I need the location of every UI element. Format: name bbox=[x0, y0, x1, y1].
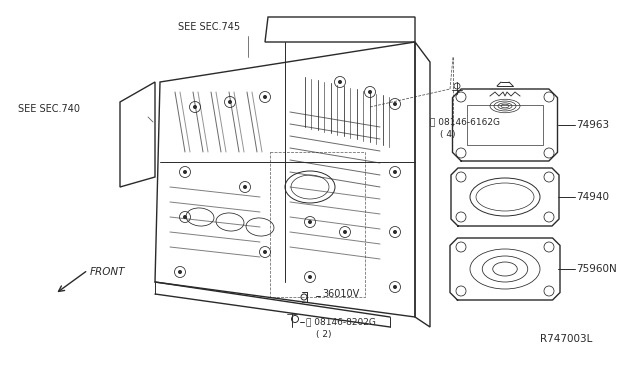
Circle shape bbox=[178, 270, 182, 274]
Text: 36010V: 36010V bbox=[322, 289, 359, 299]
Circle shape bbox=[393, 230, 397, 234]
Text: Ⓑ 08146-6162G: Ⓑ 08146-6162G bbox=[430, 118, 500, 126]
Circle shape bbox=[308, 275, 312, 279]
Text: ( 2): ( 2) bbox=[316, 330, 332, 339]
Text: SEE SEC.740: SEE SEC.740 bbox=[18, 104, 80, 114]
Circle shape bbox=[338, 80, 342, 84]
Circle shape bbox=[393, 285, 397, 289]
Text: FRONT: FRONT bbox=[90, 267, 125, 277]
Circle shape bbox=[183, 170, 187, 174]
Circle shape bbox=[393, 102, 397, 106]
Circle shape bbox=[263, 95, 267, 99]
Circle shape bbox=[308, 220, 312, 224]
Text: Ⓑ 08146-8202G: Ⓑ 08146-8202G bbox=[306, 317, 376, 327]
Text: ( 4): ( 4) bbox=[440, 129, 456, 138]
Circle shape bbox=[193, 105, 197, 109]
Text: 75960N: 75960N bbox=[576, 264, 617, 274]
Circle shape bbox=[243, 185, 247, 189]
Circle shape bbox=[368, 90, 372, 94]
Circle shape bbox=[183, 215, 187, 219]
Text: 74940: 74940 bbox=[576, 192, 609, 202]
Text: 74963: 74963 bbox=[576, 120, 609, 130]
Text: R747003L: R747003L bbox=[540, 334, 593, 344]
Circle shape bbox=[393, 170, 397, 174]
Circle shape bbox=[343, 230, 347, 234]
Text: SEE SEC.745: SEE SEC.745 bbox=[178, 22, 240, 32]
Circle shape bbox=[263, 250, 267, 254]
Circle shape bbox=[228, 100, 232, 104]
